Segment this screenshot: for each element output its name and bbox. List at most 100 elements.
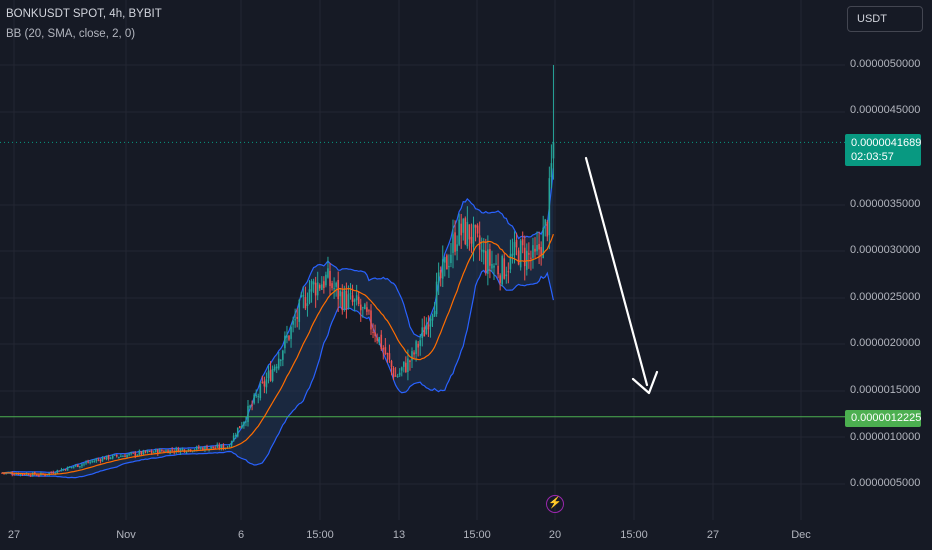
candle-body	[267, 371, 270, 379]
candle-body	[517, 250, 520, 265]
candle-body	[175, 448, 178, 452]
candle-body	[528, 253, 530, 255]
candle-body	[251, 404, 253, 406]
candle-body	[495, 263, 497, 265]
candle-body	[234, 435, 237, 437]
candle-body	[325, 274, 327, 286]
candle-body	[144, 450, 147, 453]
candle-body	[46, 474, 48, 476]
candle-body	[476, 225, 479, 234]
candle-body	[413, 352, 415, 355]
candle-body	[140, 451, 143, 455]
candle-body	[437, 272, 440, 283]
candle-body	[202, 447, 204, 451]
candle-body	[339, 290, 342, 297]
candle-body	[261, 381, 264, 383]
candle-body	[448, 266, 450, 268]
candle-body	[474, 224, 477, 228]
candle-body	[273, 366, 276, 371]
candle-body	[216, 444, 219, 448]
indicator-legend[interactable]: BB (20, SMA, close, 2, 0)	[6, 28, 136, 40]
y-tick-label: 0.0000030000	[850, 244, 921, 256]
candle-body	[228, 446, 231, 448]
candle-body	[335, 282, 337, 287]
candle-body	[370, 310, 372, 330]
candle-body	[505, 274, 508, 277]
candle-body	[181, 449, 184, 451]
down-arrow-annotation[interactable]	[584, 156, 659, 395]
candle-body	[513, 242, 516, 255]
candle-body	[411, 351, 413, 361]
candle-body	[107, 455, 110, 459]
candle-body	[116, 455, 118, 457]
candle-body	[113, 454, 116, 456]
candle-body	[128, 453, 130, 455]
candle-body	[450, 254, 452, 264]
y-tick-label: 0.0000020000	[850, 337, 921, 349]
candle-body	[103, 457, 106, 460]
candle-body	[56, 470, 59, 473]
candle-body	[403, 361, 405, 367]
x-tick-label: 27	[7, 529, 21, 541]
candle-body	[58, 470, 61, 472]
candle-body	[423, 327, 426, 337]
candle-body	[275, 366, 278, 369]
candle-body	[388, 353, 391, 360]
candle-body	[523, 247, 526, 267]
candle-body	[52, 472, 55, 474]
candle-body	[253, 394, 255, 404]
currency-button[interactable]: USDT	[847, 6, 923, 32]
candle-body	[70, 466, 73, 468]
lightning-icon[interactable]: ⚡	[546, 495, 564, 513]
candle-body	[357, 296, 360, 305]
candle-body	[318, 284, 321, 289]
candle-body	[255, 395, 257, 397]
current-price-tag: 0.0000041689 02:03:57	[845, 134, 921, 166]
candle-body	[345, 290, 348, 310]
candle-body	[19, 473, 22, 475]
candle-body	[247, 405, 249, 423]
candle-body	[321, 284, 323, 290]
candle-body	[314, 282, 317, 296]
candle-body	[519, 240, 522, 268]
candle-body	[259, 383, 262, 399]
candle-body	[446, 255, 448, 270]
candle-body	[288, 335, 290, 340]
candle-body	[222, 444, 225, 449]
candle-body	[347, 294, 350, 308]
candle-body	[538, 243, 540, 250]
candle-body	[366, 307, 368, 312]
x-tick-label: 15:00	[306, 529, 334, 541]
candle-body	[355, 295, 358, 301]
candle-body	[364, 304, 366, 310]
candle-body	[310, 280, 313, 292]
candle-body	[515, 240, 518, 248]
current-price-value: 0.0000041689	[851, 137, 922, 149]
candle-body	[509, 254, 512, 270]
candle-body	[95, 459, 98, 462]
candle-body	[271, 368, 274, 382]
candle-body	[409, 360, 411, 362]
candle-body	[286, 335, 288, 338]
y-tick-label: 0.0000050000	[850, 58, 921, 70]
candle-body	[236, 427, 239, 437]
candle-body	[491, 264, 493, 269]
candle-body	[230, 441, 233, 446]
candle-body	[316, 282, 319, 296]
candle-body	[97, 459, 100, 461]
candle-body	[480, 249, 483, 252]
candle-body	[435, 281, 438, 315]
candle-body	[282, 350, 284, 360]
candle-body	[38, 475, 40, 477]
candle-body	[511, 253, 514, 257]
bollinger-lower-band	[1, 269, 554, 479]
candle-body	[243, 421, 245, 426]
candle-body	[85, 462, 87, 464]
candle-body	[36, 474, 38, 476]
candle-body	[478, 235, 481, 250]
candle-body	[220, 445, 223, 449]
candle-body	[294, 319, 296, 321]
candle-body	[298, 300, 301, 322]
symbol-title[interactable]: BONKUSDT SPOT, 4h, BYBIT	[6, 8, 162, 20]
